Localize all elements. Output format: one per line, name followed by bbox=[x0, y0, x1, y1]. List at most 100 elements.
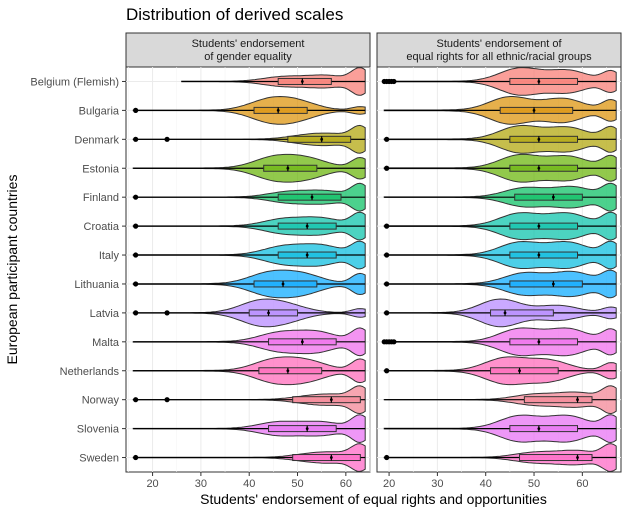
violin-sweden bbox=[132, 443, 366, 472]
x-tick-label: 50 bbox=[291, 478, 303, 490]
iqr-box bbox=[253, 106, 308, 114]
outlier-point bbox=[384, 252, 390, 258]
outlier-point bbox=[164, 397, 170, 403]
violin-lithuania bbox=[132, 269, 366, 299]
median-point bbox=[276, 108, 280, 112]
iqr-box bbox=[519, 454, 593, 462]
iqr-box bbox=[490, 309, 554, 317]
outlier-point bbox=[133, 136, 139, 142]
outlier-point bbox=[384, 223, 390, 229]
iqr-box bbox=[509, 164, 579, 172]
median-point bbox=[329, 398, 333, 402]
x-tick-label: 50 bbox=[528, 478, 540, 490]
iqr-box bbox=[509, 222, 579, 230]
outlier-point bbox=[133, 252, 139, 258]
y-tick-label: Sweden bbox=[79, 453, 119, 465]
median-point bbox=[320, 137, 324, 141]
y-tick-label: Norway bbox=[82, 395, 120, 407]
facet-strip-label: Students' endorsement bbox=[192, 38, 305, 50]
outlier-point bbox=[133, 107, 139, 113]
outlier-point bbox=[384, 368, 390, 374]
median-point bbox=[286, 369, 290, 373]
median-point bbox=[551, 195, 555, 199]
violin-slovenia bbox=[383, 414, 617, 444]
violin-lithuania bbox=[383, 269, 617, 299]
median-point bbox=[551, 282, 555, 286]
y-tick-label: Denmark bbox=[74, 134, 119, 146]
median-point bbox=[537, 137, 541, 141]
median-point bbox=[300, 80, 304, 83]
violin-bulgaria bbox=[383, 96, 617, 125]
iqr-box bbox=[263, 164, 318, 172]
violin-belgium-flemish bbox=[381, 67, 617, 96]
y-axis-title: European participant countries bbox=[4, 175, 20, 365]
outlier-point bbox=[133, 397, 139, 403]
x-tick-label: 60 bbox=[576, 478, 588, 490]
median-point bbox=[503, 311, 507, 315]
outlier-point bbox=[133, 281, 139, 287]
violin-italy bbox=[383, 240, 617, 270]
iqr-box bbox=[509, 251, 579, 259]
iqr-box bbox=[499, 106, 574, 114]
iqr-box bbox=[292, 396, 361, 404]
x-tick-label: 40 bbox=[480, 478, 492, 490]
median-point bbox=[267, 311, 270, 315]
violin-finland bbox=[383, 182, 617, 212]
panel-background bbox=[125, 66, 371, 473]
median-point bbox=[537, 253, 541, 257]
outlier-point bbox=[133, 454, 139, 461]
iqr-box bbox=[268, 425, 337, 433]
median-point bbox=[305, 253, 309, 257]
iqr-box bbox=[509, 425, 579, 433]
iqr-box bbox=[277, 77, 332, 85]
violin-denmark bbox=[132, 124, 366, 154]
iqr-box bbox=[509, 135, 579, 143]
chart-title: Distribution of derived scales bbox=[126, 5, 343, 24]
median-point bbox=[576, 456, 579, 459]
facet-strip-label: Students' endorsement of bbox=[436, 38, 562, 50]
y-tick-label: Latvia bbox=[90, 308, 120, 320]
x-tick-label: 30 bbox=[431, 478, 443, 490]
iqr-box bbox=[248, 309, 299, 317]
violin-malta bbox=[132, 327, 366, 357]
facet-strip-label: of gender equality bbox=[204, 51, 292, 63]
x-tick-label: 20 bbox=[383, 478, 395, 490]
y-tick-label: Netherlands bbox=[60, 366, 120, 378]
median-point bbox=[310, 195, 314, 199]
violin-denmark bbox=[383, 124, 617, 154]
median-point bbox=[537, 224, 541, 228]
y-tick-label: Belgium (Flemish) bbox=[30, 76, 119, 88]
outlier-point bbox=[391, 78, 397, 85]
x-tick-label: 40 bbox=[243, 478, 255, 490]
violin-latvia bbox=[383, 298, 617, 328]
violin-netherlands bbox=[383, 356, 617, 386]
violin-norway bbox=[383, 385, 617, 415]
x-axis-title: Students' endorsement of equal rights an… bbox=[200, 491, 547, 507]
outlier-point bbox=[384, 310, 390, 316]
x-tick-label: 60 bbox=[340, 478, 352, 490]
violin-bulgaria bbox=[132, 95, 366, 125]
median-point bbox=[537, 340, 541, 344]
y-tick-label: Estonia bbox=[82, 163, 120, 175]
iqr-box bbox=[509, 280, 583, 288]
iqr-box bbox=[292, 454, 361, 462]
violin-norway bbox=[132, 385, 366, 415]
median-point bbox=[305, 427, 309, 431]
outlier-point bbox=[391, 339, 397, 345]
iqr-box bbox=[253, 280, 318, 288]
panel-background bbox=[376, 66, 622, 473]
y-tick-label: Italy bbox=[99, 250, 120, 262]
median-point bbox=[532, 108, 536, 112]
violin-latvia bbox=[132, 298, 366, 328]
x-tick-label: 30 bbox=[195, 478, 207, 490]
x-tick-label: 20 bbox=[146, 478, 158, 490]
y-tick-label: Slovenia bbox=[77, 424, 120, 436]
y-tick-label: Finland bbox=[83, 192, 119, 204]
outlier-point bbox=[133, 223, 139, 229]
median-point bbox=[300, 340, 304, 344]
y-tick-label: Lithuania bbox=[74, 279, 120, 291]
facet-strip bbox=[125, 32, 371, 68]
outlier-point bbox=[133, 310, 139, 316]
